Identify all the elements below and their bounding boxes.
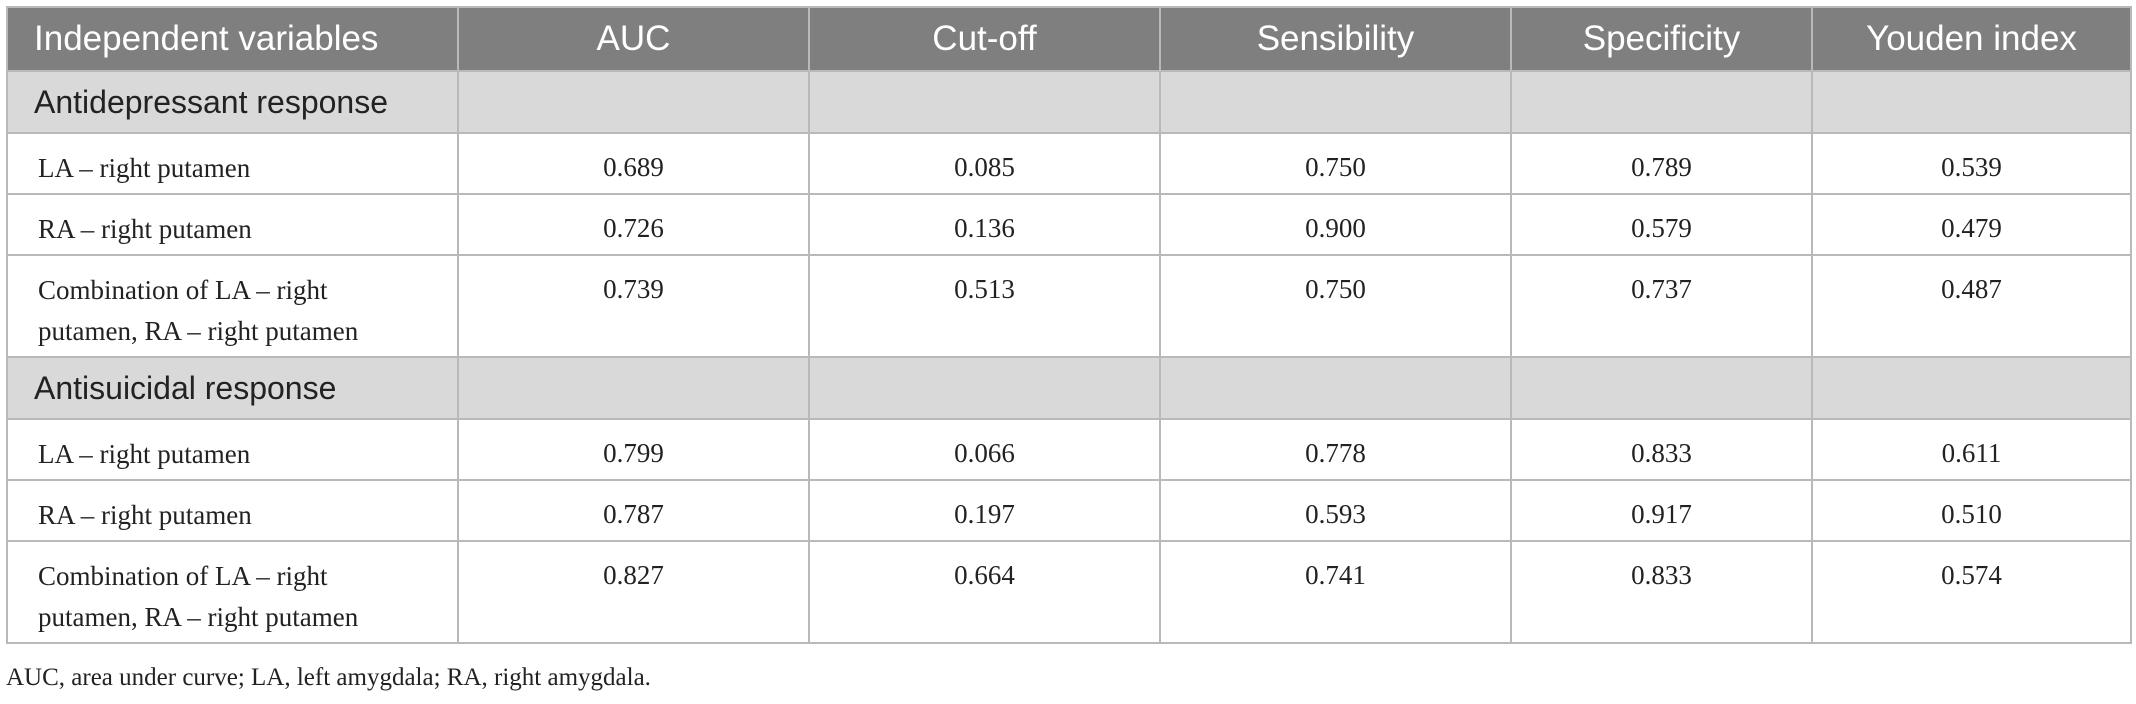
section-empty-cell: [1159, 356, 1512, 420]
variable-cell: LA – right putamen: [6, 418, 459, 481]
table-row: Combination of LA – right putamen, RA – r…: [6, 254, 2132, 358]
variable-line: Combination of LA – right: [38, 275, 328, 305]
sensibility-cell: 0.778: [1159, 418, 1512, 481]
sensibility-cell: 0.741: [1159, 540, 1512, 644]
variable-cell: Combination of LA – right putamen, RA – r…: [6, 254, 459, 358]
table-row: Combination of LA – right putamen, RA – r…: [6, 540, 2132, 644]
specificity-cell: 0.579: [1510, 193, 1813, 256]
table-row: RA – right putamen 0.726 0.136 0.900 0.5…: [6, 193, 2132, 256]
auc-cell: 0.827: [457, 540, 810, 644]
table-footnote: AUC, area under curve; LA, left amygdala…: [6, 664, 651, 691]
header-row: Independent variables AUC Cut-off Sensib…: [6, 6, 2132, 72]
variable-line: putamen, RA – right putamen: [38, 602, 359, 632]
header-sensibility: Sensibility: [1159, 6, 1512, 72]
table-header: Independent variables AUC Cut-off Sensib…: [6, 6, 2132, 72]
variable-line: Combination of LA – right: [38, 561, 328, 591]
variable-cell: Combination of LA – right putamen, RA – r…: [6, 540, 459, 644]
specificity-cell: 0.917: [1510, 479, 1813, 542]
roc-results-table-container: Independent variables AUC Cut-off Sensib…: [6, 6, 2132, 644]
specificity-cell: 0.833: [1510, 540, 1813, 644]
cutoff-cell: 0.085: [808, 132, 1161, 195]
variable-line: putamen, RA – right putamen: [38, 316, 359, 346]
sensibility-cell: 0.750: [1159, 254, 1512, 358]
auc-cell: 0.739: [457, 254, 810, 358]
youden-cell: 0.574: [1811, 540, 2132, 644]
roc-results-table: Independent variables AUC Cut-off Sensib…: [6, 6, 2132, 644]
auc-cell: 0.799: [457, 418, 810, 481]
auc-cell: 0.689: [457, 132, 810, 195]
variable-cell: LA – right putamen: [6, 132, 459, 195]
youden-cell: 0.479: [1811, 193, 2132, 256]
youden-cell: 0.539: [1811, 132, 2132, 195]
cutoff-cell: 0.136: [808, 193, 1161, 256]
section-row-antisuicidal: Antisuicidal response: [6, 356, 2132, 420]
section-title: Antidepressant response: [6, 70, 459, 134]
section-empty-cell: [457, 70, 810, 134]
header-youden-index: Youden index: [1811, 6, 2132, 72]
table-row: RA – right putamen 0.787 0.197 0.593 0.9…: [6, 479, 2132, 542]
specificity-cell: 0.789: [1510, 132, 1813, 195]
section-empty-cell: [808, 70, 1161, 134]
section-empty-cell: [1510, 356, 1813, 420]
header-specificity: Specificity: [1510, 6, 1813, 72]
youden-cell: 0.611: [1811, 418, 2132, 481]
youden-cell: 0.510: [1811, 479, 2132, 542]
sensibility-cell: 0.593: [1159, 479, 1512, 542]
cutoff-cell: 0.197: [808, 479, 1161, 542]
cutoff-cell: 0.066: [808, 418, 1161, 481]
section-empty-cell: [808, 356, 1161, 420]
sensibility-cell: 0.750: [1159, 132, 1512, 195]
header-auc: AUC: [457, 6, 810, 72]
table-body: Antidepressant response LA – right putam…: [6, 70, 2132, 644]
cutoff-cell: 0.664: [808, 540, 1161, 644]
section-title: Antisuicidal response: [6, 356, 459, 420]
section-empty-cell: [1510, 70, 1813, 134]
section-row-antidepressant: Antidepressant response: [6, 70, 2132, 134]
cutoff-cell: 0.513: [808, 254, 1161, 358]
sensibility-cell: 0.900: [1159, 193, 1512, 256]
youden-cell: 0.487: [1811, 254, 2132, 358]
specificity-cell: 0.833: [1510, 418, 1813, 481]
table-row: LA – right putamen 0.689 0.085 0.750 0.7…: [6, 132, 2132, 195]
header-cutoff: Cut-off: [808, 6, 1161, 72]
section-empty-cell: [1811, 70, 2132, 134]
auc-cell: 0.787: [457, 479, 810, 542]
section-empty-cell: [457, 356, 810, 420]
section-empty-cell: [1811, 356, 2132, 420]
header-independent-variables: Independent variables: [6, 6, 459, 72]
variable-cell: RA – right putamen: [6, 193, 459, 256]
variable-cell: RA – right putamen: [6, 479, 459, 542]
section-empty-cell: [1159, 70, 1512, 134]
specificity-cell: 0.737: [1510, 254, 1813, 358]
table-row: LA – right putamen 0.799 0.066 0.778 0.8…: [6, 418, 2132, 481]
auc-cell: 0.726: [457, 193, 810, 256]
